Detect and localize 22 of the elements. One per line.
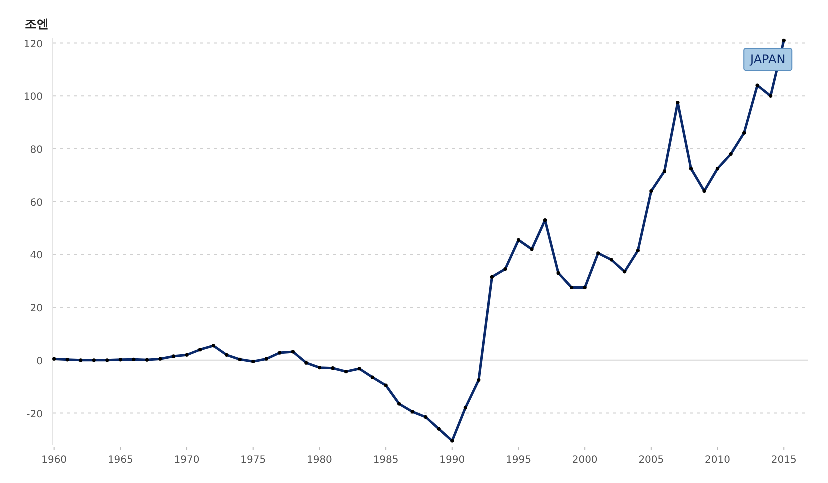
y-tick-label: 0 xyxy=(36,356,43,368)
x-tick-label: 1995 xyxy=(506,455,532,466)
y-tick-label: 20 xyxy=(30,304,43,315)
x-tick-label: 1975 xyxy=(240,455,266,466)
y-tick-label: -20 xyxy=(26,409,43,420)
x-tick-label: 1980 xyxy=(306,455,332,466)
y-tick-label: 40 xyxy=(30,250,43,262)
y-tick-label: 60 xyxy=(30,198,43,209)
x-tick-label: 2005 xyxy=(638,455,664,466)
y-tick-label: 120 xyxy=(24,39,43,50)
x-tick-label: 1985 xyxy=(373,455,399,466)
y-tick-label: 80 xyxy=(30,145,43,156)
y-tick-label: 100 xyxy=(24,92,43,104)
x-tick-label: 2015 xyxy=(771,455,797,466)
x-tick-label: 1990 xyxy=(440,455,466,466)
y-axis-title: 조엔 xyxy=(25,17,49,31)
x-tick-label: 2000 xyxy=(572,455,598,466)
x-tick-label: 1965 xyxy=(108,455,134,466)
x-tick-label: 1960 xyxy=(42,455,68,466)
x-tick-label: 1970 xyxy=(174,455,200,466)
x-tick-label: 2010 xyxy=(705,455,730,466)
series-label: JAPAN xyxy=(750,52,786,67)
